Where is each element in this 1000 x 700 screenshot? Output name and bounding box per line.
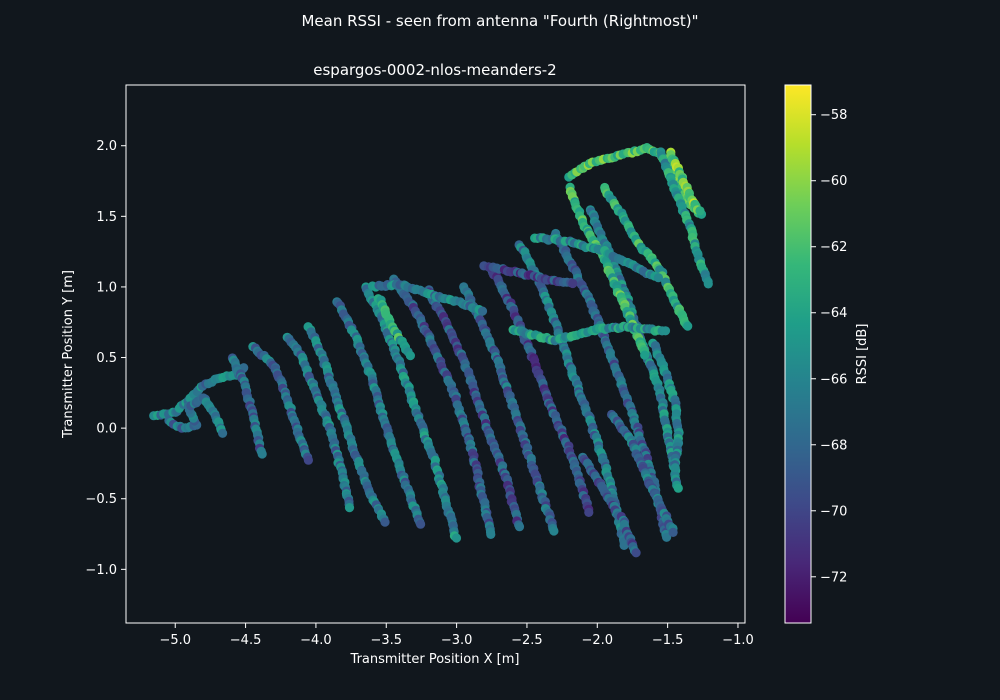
colorbar-label: RSSI [dB] (855, 324, 870, 385)
scatter-point (670, 463, 680, 473)
x-tick-label: −3.0 (441, 633, 473, 648)
y-tick-label: 2.0 (96, 139, 117, 154)
scatter-point (486, 529, 496, 540)
colorbar-tick-label: −72 (820, 570, 847, 585)
scatter-point (405, 351, 415, 361)
x-tick-label: −4.5 (230, 633, 262, 648)
x-tick-label: −4.0 (300, 633, 332, 648)
colorbar-tick-label: −66 (820, 372, 847, 387)
scatter-point (568, 278, 578, 289)
x-tick-label: −2.0 (581, 633, 613, 648)
scatter-point (477, 306, 488, 316)
scatter-point (303, 455, 313, 465)
scatter-points (149, 143, 713, 558)
scatter-point (514, 522, 525, 532)
x-axis-ticks: −5.0 −4.5 −4.0 −3.5 −3.0 −2.5 −2.0 −1.5 −1.0 (159, 623, 754, 648)
scatter-point (660, 326, 671, 336)
x-tick-label: −1.0 (722, 633, 754, 648)
plot-frame (125, 84, 746, 624)
colorbar-frame (784, 84, 812, 624)
y-tick-label: 1.0 (96, 280, 117, 295)
figure-suptitle: Mean RSSI - seen from antenna "Fourth (R… (301, 12, 698, 30)
scatter-point (344, 503, 355, 513)
y-tick-label: −1.0 (85, 563, 117, 578)
scatter-point (695, 206, 705, 216)
scatter-point (218, 428, 228, 438)
colorbar-tick-label: −62 (820, 240, 847, 255)
x-tick-label: −3.5 (370, 633, 402, 648)
scatter-point (631, 548, 641, 558)
scatter-point (257, 449, 267, 459)
scatter-point (584, 507, 594, 517)
x-tick-label: −2.5 (511, 633, 543, 648)
scatter-point (703, 279, 713, 289)
scatter-point (673, 483, 683, 493)
scatter-point (683, 321, 693, 331)
scatter-point (668, 527, 678, 538)
colorbar (785, 85, 811, 623)
x-axis-label: Transmitter Position X [m] (350, 652, 520, 667)
scatter-point (416, 519, 426, 529)
colorbar-tick-label: −58 (820, 108, 847, 123)
scatter-point (640, 350, 650, 360)
scatter-point (662, 532, 672, 542)
colorbar-tick-label: −64 (820, 306, 847, 321)
y-tick-label: 0.5 (96, 351, 117, 366)
y-tick-label: 0.0 (96, 422, 117, 437)
y-axis-label: Transmitter Position Y [m] (61, 270, 76, 439)
colorbar-tick-label: −60 (820, 174, 847, 189)
chart-title: espargos-0002-nlos-meanders-2 (313, 61, 556, 79)
y-tick-label: 1.5 (96, 210, 117, 225)
scatter-point (380, 517, 390, 527)
colorbar-tick-label: −70 (820, 504, 847, 519)
y-tick-label: −0.5 (85, 492, 117, 507)
y-axis-ticks: −1.0 −0.5 0.0 0.5 1.0 1.5 2.0 (85, 139, 126, 578)
x-tick-label: −5.0 (159, 633, 191, 648)
scatter-point (653, 273, 664, 283)
scatter-point (619, 540, 629, 551)
colorbar-tick-label: −68 (820, 438, 847, 453)
scatter-point (451, 533, 462, 543)
x-tick-label: −1.5 (652, 633, 684, 648)
colorbar-ticks: −58 −60 −62 −64 −66 −68 −70 −72 (811, 108, 847, 585)
scatter-point (549, 526, 559, 536)
